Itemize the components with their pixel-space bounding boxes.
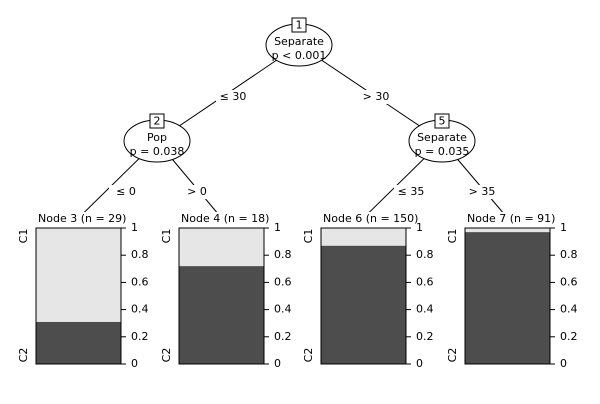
bar-segment <box>465 232 550 364</box>
tick-label: 0.8 <box>131 248 149 261</box>
tick-label: 0.4 <box>131 303 149 316</box>
class-label: C2 <box>446 348 459 363</box>
edge-label-bg <box>465 185 499 199</box>
bar-segment <box>321 245 406 364</box>
edge-label: ≤ 35 <box>398 185 425 198</box>
node-variable: Separate <box>417 131 467 144</box>
tick-label: 1 <box>560 221 567 234</box>
node-p-value: p = 0.038 <box>130 145 185 158</box>
terminal-label-bg <box>34 212 125 225</box>
edge-label-bg <box>359 90 393 104</box>
node-id: 1 <box>296 19 303 32</box>
tick-label: 0 <box>274 357 281 370</box>
edge-label: ≤ 0 <box>116 185 136 198</box>
tick-label: 0.8 <box>560 248 578 261</box>
class-label: C1 <box>160 229 173 244</box>
tick-label: 0.4 <box>416 303 434 316</box>
node-variable: Pop <box>147 131 167 144</box>
edge-label: > 30 <box>363 90 390 103</box>
tick-label: 0 <box>131 357 138 370</box>
tick-label: 0 <box>560 357 567 370</box>
bar-segment <box>36 321 121 364</box>
class-label: C2 <box>302 348 315 363</box>
tick-label: 0.4 <box>274 303 292 316</box>
tick-label: 0.8 <box>416 248 434 261</box>
tick-label: 0.6 <box>416 275 434 288</box>
class-label: C1 <box>446 229 459 244</box>
node-id: 2 <box>154 115 161 128</box>
edge-label-bg <box>109 185 143 199</box>
terminal-label: Node 3 (n = 29) <box>38 212 126 225</box>
node-id-box <box>291 17 307 33</box>
tick-label: 1 <box>416 221 423 234</box>
tick-label: 0 <box>416 357 423 370</box>
tick-label: 1 <box>131 221 138 234</box>
bar-segment <box>321 228 406 246</box>
edge-label-bg <box>180 185 214 199</box>
bar-segment <box>179 266 264 364</box>
terminal-label-bg <box>463 212 554 225</box>
tick-label: 1 <box>274 221 281 234</box>
terminal-label: Node 7 (n = 91) <box>467 212 555 225</box>
node-p-value: p < 0.001 <box>272 49 327 62</box>
edge-label-bg <box>394 185 428 199</box>
edge-label: > 35 <box>469 185 496 198</box>
terminal-label-bg <box>319 212 410 225</box>
edge-label-bg <box>216 90 250 104</box>
edge-label: ≤ 30 <box>220 90 247 103</box>
class-label: C2 <box>160 348 173 363</box>
tick-label: 0.8 <box>274 248 292 261</box>
tick-label: 0.4 <box>560 303 578 316</box>
tick-label: 0.6 <box>274 275 292 288</box>
tick-label: 0.6 <box>131 275 149 288</box>
edge-label: > 0 <box>187 185 207 198</box>
class-label: C1 <box>302 229 315 244</box>
bar-segment <box>36 228 121 322</box>
node-id-box <box>434 113 450 129</box>
class-label: C1 <box>17 229 30 244</box>
terminal-label-bg <box>177 212 268 225</box>
bar-segment <box>179 228 264 267</box>
tick-label: 0.2 <box>416 330 434 343</box>
tick-label: 0.2 <box>131 330 149 343</box>
node-id-box <box>149 113 165 129</box>
tick-label: 0.2 <box>560 330 578 343</box>
tick-label: 0.2 <box>274 330 292 343</box>
tick-label: 0.6 <box>560 275 578 288</box>
node-id: 5 <box>439 115 446 128</box>
node-p-value: p = 0.035 <box>415 145 470 158</box>
class-label: C2 <box>17 348 30 363</box>
terminal-label: Node 4 (n = 18) <box>181 212 269 225</box>
bar-segment <box>465 228 550 233</box>
terminal-label: Node 6 (n = 150) <box>323 212 418 225</box>
node-variable: Separate <box>274 35 324 48</box>
